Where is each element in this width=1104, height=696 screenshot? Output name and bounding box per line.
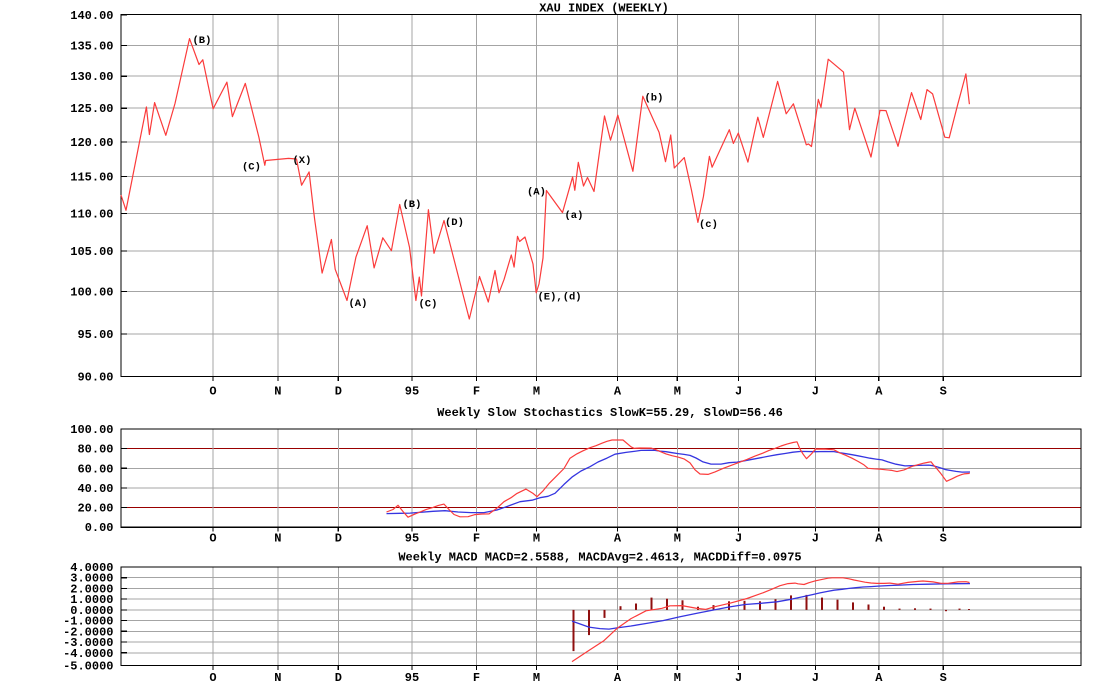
svg-text:80.00: 80.00 <box>77 443 113 457</box>
svg-text:O: O <box>209 671 216 685</box>
svg-text:(C): (C) <box>419 299 438 311</box>
svg-text:(B): (B) <box>193 35 212 47</box>
svg-text:-2.0000: -2.0000 <box>63 625 113 639</box>
svg-text:100.00: 100.00 <box>70 286 113 300</box>
svg-text:95: 95 <box>405 532 419 546</box>
svg-text:J: J <box>735 385 742 399</box>
svg-text:M: M <box>674 532 681 546</box>
svg-text:D: D <box>335 385 342 399</box>
svg-text:A: A <box>875 385 883 399</box>
svg-text:S: S <box>940 385 947 399</box>
svg-text:D: D <box>335 671 342 685</box>
svg-text:J: J <box>812 532 819 546</box>
svg-text:A: A <box>614 671 622 685</box>
svg-text:J: J <box>812 671 819 685</box>
svg-text:1.0000: 1.0000 <box>70 593 113 607</box>
svg-text:(A): (A) <box>349 298 368 310</box>
svg-text:M: M <box>674 385 681 399</box>
svg-text:F: F <box>473 385 480 399</box>
svg-text:110.00: 110.00 <box>70 208 113 222</box>
svg-text:M: M <box>533 385 540 399</box>
svg-text:-3.0000: -3.0000 <box>63 636 113 650</box>
svg-text:F: F <box>473 532 480 546</box>
svg-text:(B): (B) <box>403 199 422 211</box>
svg-text:3.0000: 3.0000 <box>70 572 113 586</box>
svg-text:95.00: 95.00 <box>77 328 113 342</box>
svg-text:A: A <box>875 532 883 546</box>
svg-text:S: S <box>940 671 947 685</box>
svg-text:S: S <box>940 532 947 546</box>
svg-text:90.00: 90.00 <box>77 371 113 385</box>
svg-text:4.0000: 4.0000 <box>70 561 113 575</box>
svg-text:120.00: 120.00 <box>70 136 113 150</box>
svg-text:O: O <box>209 385 216 399</box>
svg-text:N: N <box>274 671 281 685</box>
svg-text:D: D <box>335 532 342 546</box>
svg-text:M: M <box>533 532 540 546</box>
svg-text:100.00: 100.00 <box>70 423 113 437</box>
svg-text:M: M <box>674 671 681 685</box>
svg-text:-1.0000: -1.0000 <box>63 615 113 629</box>
svg-text:2.0000: 2.0000 <box>70 582 113 596</box>
svg-text:125.00: 125.00 <box>70 102 113 116</box>
svg-text:40.00: 40.00 <box>77 482 113 496</box>
svg-text:J: J <box>735 532 742 546</box>
svg-text:A: A <box>614 532 622 546</box>
svg-text:A: A <box>614 385 622 399</box>
svg-text:60.00: 60.00 <box>77 462 113 476</box>
svg-text:0.0000: 0.0000 <box>70 604 113 618</box>
svg-text:135.00: 135.00 <box>70 40 113 54</box>
svg-text:N: N <box>274 385 281 399</box>
svg-text:-5.0000: -5.0000 <box>63 660 113 674</box>
svg-text:N: N <box>274 532 281 546</box>
svg-text:Weekly Slow Stochastics SlowK=: Weekly Slow Stochastics SlowK=55.29, Slo… <box>437 406 783 420</box>
svg-text:(A): (A) <box>527 187 546 199</box>
svg-text:(C): (C) <box>242 162 261 174</box>
svg-text:F: F <box>473 671 480 685</box>
svg-text:A: A <box>875 671 883 685</box>
svg-text:XAU INDEX (WEEKLY): XAU INDEX (WEEKLY) <box>539 2 669 16</box>
svg-text:J: J <box>735 671 742 685</box>
svg-text:115.00: 115.00 <box>70 171 113 185</box>
svg-text:(a): (a) <box>565 210 584 222</box>
svg-text:(D): (D) <box>445 217 464 229</box>
svg-text:O: O <box>209 532 216 546</box>
svg-text:(b): (b) <box>645 93 664 105</box>
svg-text:95: 95 <box>405 671 419 685</box>
svg-text:-4.0000: -4.0000 <box>63 647 113 661</box>
svg-text:105.00: 105.00 <box>70 245 113 259</box>
svg-text:20.00: 20.00 <box>77 502 113 516</box>
svg-text:Weekly MACD MACD=2.5588, MACDA: Weekly MACD MACD=2.5588, MACDAvg=2.4613,… <box>398 551 801 565</box>
svg-text:140.00: 140.00 <box>70 9 113 23</box>
svg-text:M: M <box>533 671 540 685</box>
svg-text:(X): (X) <box>293 155 312 167</box>
svg-text:0.00: 0.00 <box>85 521 114 535</box>
svg-text:(E),(d): (E),(d) <box>538 292 582 304</box>
svg-text:(c): (c) <box>699 219 718 231</box>
svg-text:J: J <box>812 385 819 399</box>
svg-text:95: 95 <box>405 385 419 399</box>
svg-text:130.00: 130.00 <box>70 70 113 84</box>
